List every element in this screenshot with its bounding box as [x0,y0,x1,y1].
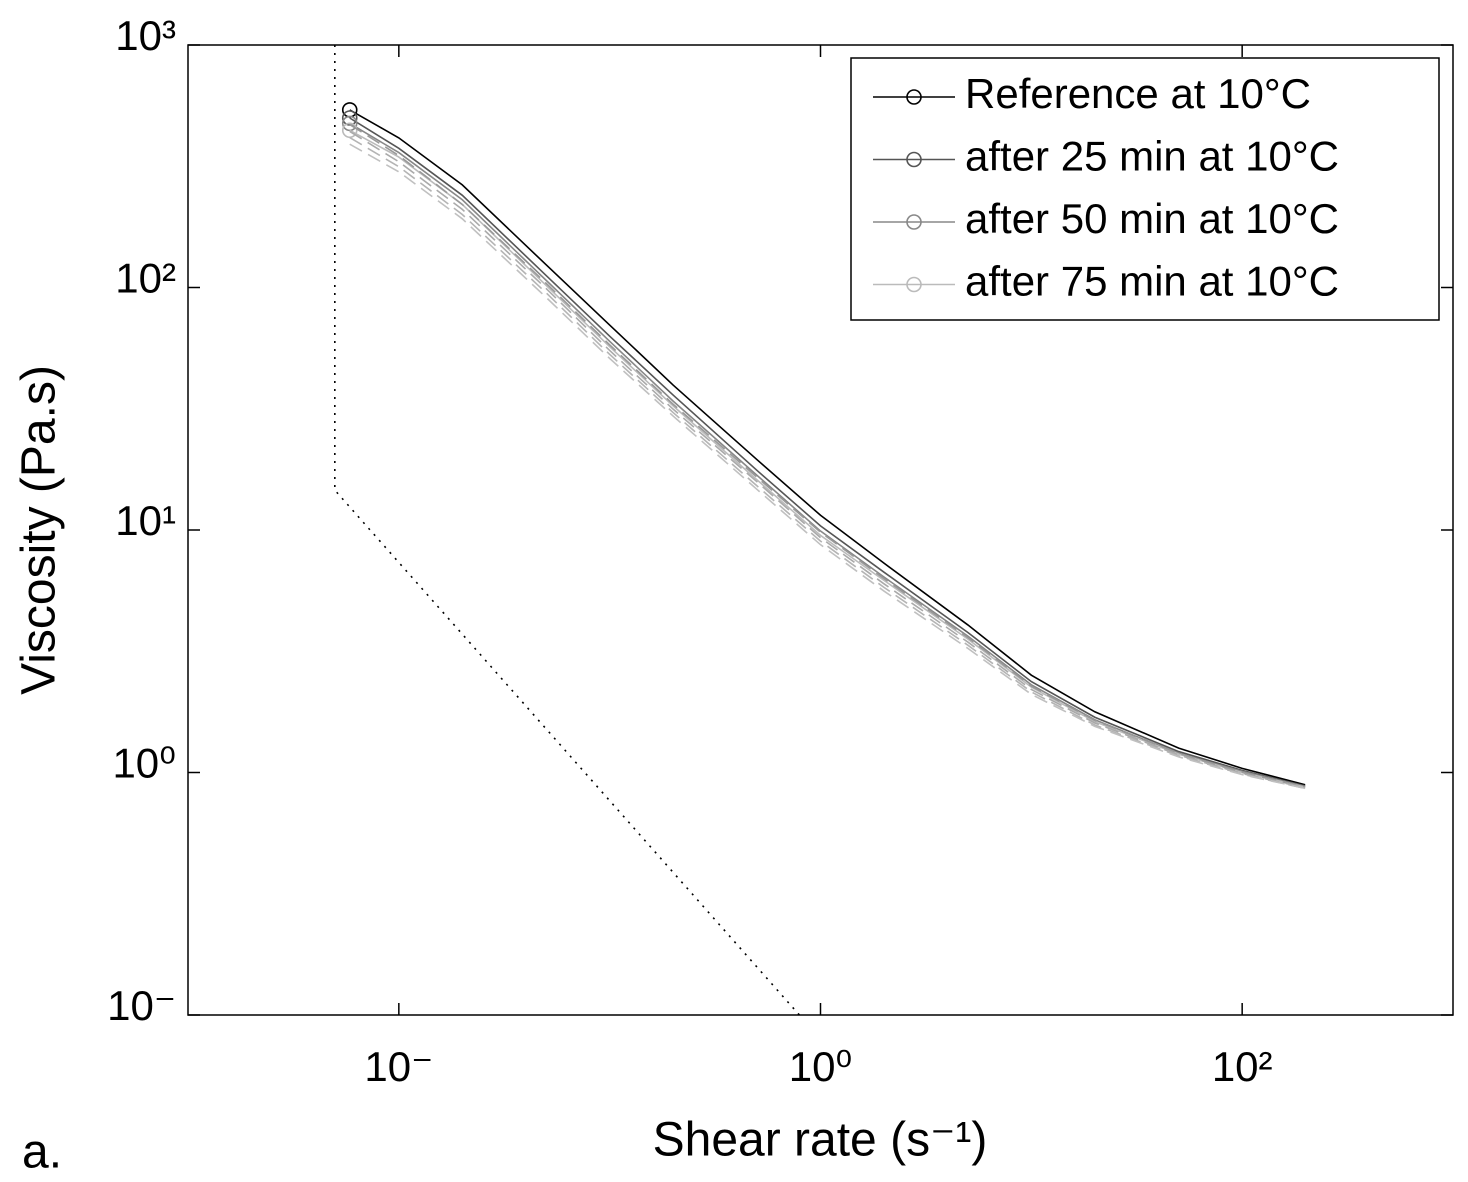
series-line [349,136,1306,790]
series-line [349,109,1306,786]
series-line [349,143,1306,790]
legend-marker [906,89,922,105]
x-tick-label: 10² [1212,1043,1273,1090]
y-axis-label: Viscosity (Pa.s) [13,365,66,695]
series-line [349,130,1306,789]
x-axis-label: Shear rate (s⁻¹) [653,1114,988,1167]
legend-label: after 75 min at 10°C [965,258,1339,305]
y-tick-label: 10⁰ [112,740,176,787]
y-tick-label: 10³ [115,12,176,59]
legend-label: Reference at 10°C [965,70,1311,117]
plot-frame [187,44,1454,1016]
y-tick-label: 10¹ [115,497,176,544]
series-line [349,123,1306,788]
legend-box [850,57,1440,321]
y-tick-label: 10² [115,255,176,302]
legend-marker [906,276,922,293]
x-tick-label: 10⁻ [364,1043,433,1090]
legend-label: after 25 min at 10°C [965,133,1339,180]
data-layer [334,45,1306,1015]
series-marker [341,122,358,139]
y-tick-label: 10⁻ [107,982,176,1029]
series-line [349,117,1306,787]
series-line [334,45,800,1015]
legend-marker [906,151,922,168]
legend-marker [906,214,922,230]
panel-label: a. [22,1126,62,1179]
legend-label: after 50 min at 10°C [965,195,1339,242]
x-tick-label: 10⁰ [789,1043,853,1090]
